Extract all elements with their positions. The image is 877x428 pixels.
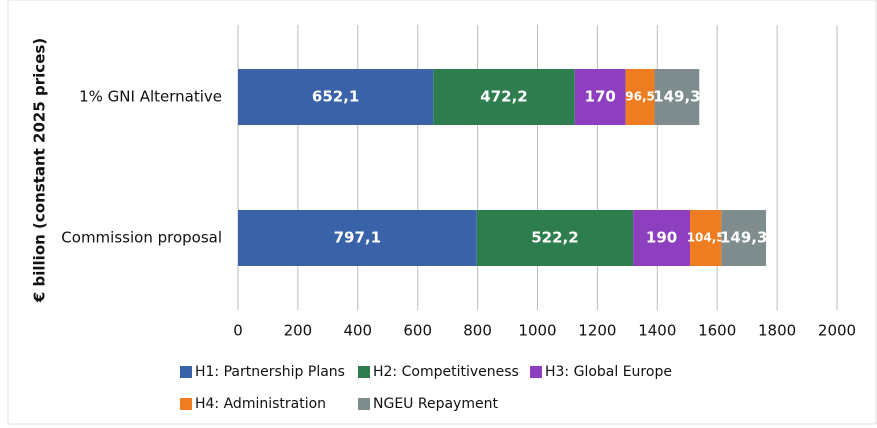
data-label: 96,5: [625, 90, 655, 104]
x-tick-label: 1200: [578, 322, 616, 340]
y-tick-label: 1% GNI Alternative: [79, 88, 222, 106]
bar-segment: [721, 210, 767, 266]
legend-label: H2: Competitiveness: [373, 364, 519, 380]
y-tick-label: Commission proposal: [61, 229, 222, 247]
x-tick-label: 2000: [818, 322, 856, 340]
data-label: 170: [585, 88, 616, 106]
y-axis-label: € billion (constant 2025 prices): [31, 38, 49, 303]
legend-swatch: [358, 366, 370, 378]
x-tick-label: 0: [233, 322, 243, 340]
bar-segment: [476, 210, 634, 266]
bar-segment: [433, 69, 575, 125]
data-label: 149,3: [720, 229, 767, 247]
data-label: 522,2: [531, 229, 578, 247]
bar-segment: [238, 69, 434, 125]
x-tick-label: 200: [284, 322, 313, 340]
x-tick-label: 400: [343, 322, 372, 340]
data-label: 472,2: [480, 88, 527, 106]
legend-swatch: [180, 398, 192, 410]
legend-label: H4: Administration: [195, 396, 326, 412]
legend-swatch: [530, 366, 542, 378]
bar-segment: [654, 69, 700, 125]
x-tick-label: 800: [463, 322, 492, 340]
bar-segment: [238, 210, 477, 266]
legend-swatch: [358, 398, 370, 410]
data-label: 652,1: [312, 88, 359, 106]
data-label: 190: [646, 229, 677, 247]
data-label: 797,1: [334, 229, 381, 247]
bar-segment: [574, 69, 626, 125]
x-tick-label: 1800: [758, 322, 796, 340]
legend-label: H1: Partnership Plans: [195, 364, 345, 380]
x-tick-label: 1400: [638, 322, 676, 340]
legend-swatch: [180, 366, 192, 378]
chart-border: [7, 0, 877, 425]
legend-label: H3: Global Europe: [545, 364, 672, 380]
x-tick-label: 1600: [698, 322, 736, 340]
x-tick-label: 600: [403, 322, 432, 340]
bar-segment: [633, 210, 691, 266]
x-tick-label: 1000: [518, 322, 556, 340]
data-label: 149,3: [653, 88, 700, 106]
data-label: 104,5: [687, 231, 725, 245]
bar-segment: [690, 210, 722, 266]
legend-label: NGEU Repayment: [373, 396, 498, 412]
bar-segment: [625, 69, 655, 125]
